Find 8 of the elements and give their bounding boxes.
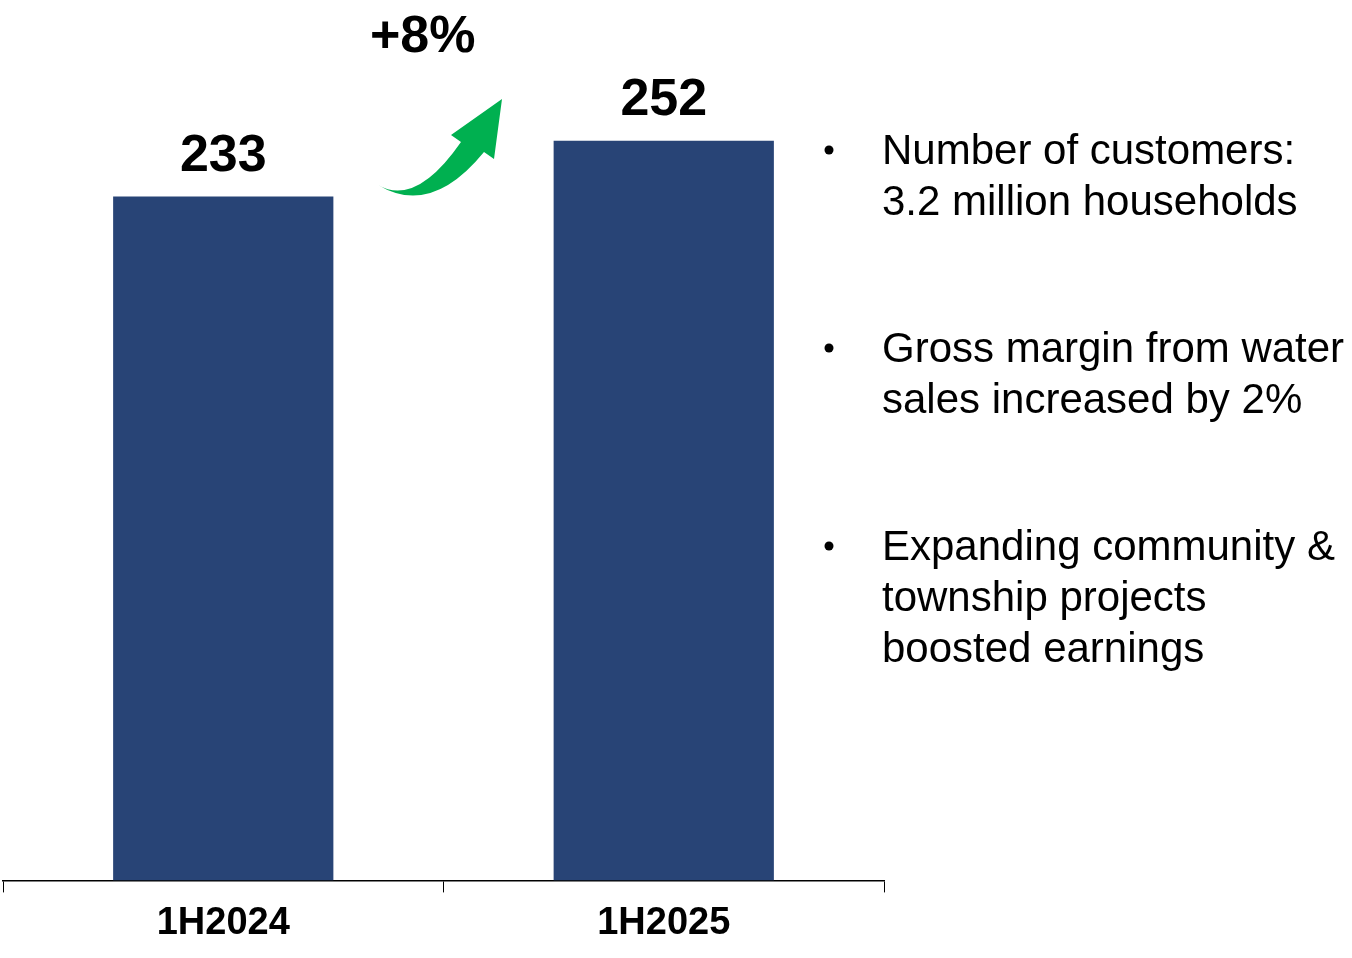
data-label: 252 <box>620 68 708 127</box>
data-label: 233 <box>179 123 267 182</box>
annotation: Expanding community & township projects boosted earnings <box>882 522 1335 671</box>
text: +8% <box>370 4 476 64</box>
x-tick-label: 1H2025 <box>597 899 731 942</box>
x-tick-label: 1H2024 <box>156 899 290 942</box>
annotation: Gross margin from water sales increased by 2% <box>882 324 1345 422</box>
annotation: Number of customers: 3.2 million households <box>882 126 1298 224</box>
